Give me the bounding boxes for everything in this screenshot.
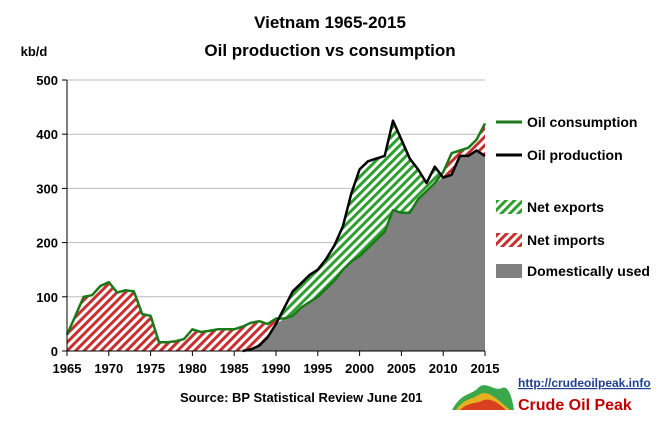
plot-areas [67,120,485,352]
production-line [242,119,486,353]
x-tick-label: 1990 [262,361,291,376]
domestic-used-area [67,150,485,351]
legend: Oil consumption Oil production Net expor… [496,114,650,279]
net-exports-area [67,120,485,351]
y-axis-label: kb/d [21,44,48,59]
axes [62,79,486,356]
y-tick-label: 100 [36,290,58,305]
legend-swatch-net-imports [496,233,522,247]
legend-label-production: Oil production [527,147,623,163]
legend-label-domestic: Domestically used [527,263,650,279]
x-tick-label: 2010 [429,361,458,376]
website-link[interactable]: http://crudeoilpeak.info [518,376,651,390]
y-tick-label: 400 [36,127,58,142]
x-tick-label: 1970 [94,361,123,376]
x-tick-label: 1980 [178,361,207,376]
y-tick-label: 500 [36,73,58,88]
x-tick-label: 1985 [220,361,249,376]
y-tick-label: 0 [51,344,58,359]
x-tick-label: 2015 [471,361,500,376]
legend-label-consumption: Oil consumption [527,114,637,130]
chart-title: Vietnam 1965-2015 [254,13,406,32]
legend-swatch-domestic [496,264,522,278]
consumption-line [65,122,487,344]
x-tick-label: 2000 [345,361,374,376]
x-tick-label: 1965 [53,361,82,376]
x-tick-label: 1975 [136,361,165,376]
x-tick-label: 2005 [387,361,416,376]
legend-label-net-exports: Net exports [527,199,604,215]
legend-swatch-net-exports [496,200,522,214]
chart-subtitle: Oil production vs consumption [204,41,455,60]
series-lines [65,119,487,353]
net-imports-area [67,123,485,352]
legend-label-net-imports: Net imports [527,232,605,248]
x-tick-labels: 1965 1970 1975 1980 1985 1990 1995 2000 2005 2010… [53,361,500,376]
y-tick-label: 300 [36,181,58,196]
crude-oil-peak-logo [452,385,514,410]
y-tick-label: 200 [36,236,58,251]
source-note: Source: BP Statistical Review June 201 [180,390,423,405]
x-tick-label: 1995 [303,361,332,376]
y-tick-labels: 0 100 200 300 400 500 [36,73,58,359]
brand-name: Crude Oil Peak [518,397,632,414]
